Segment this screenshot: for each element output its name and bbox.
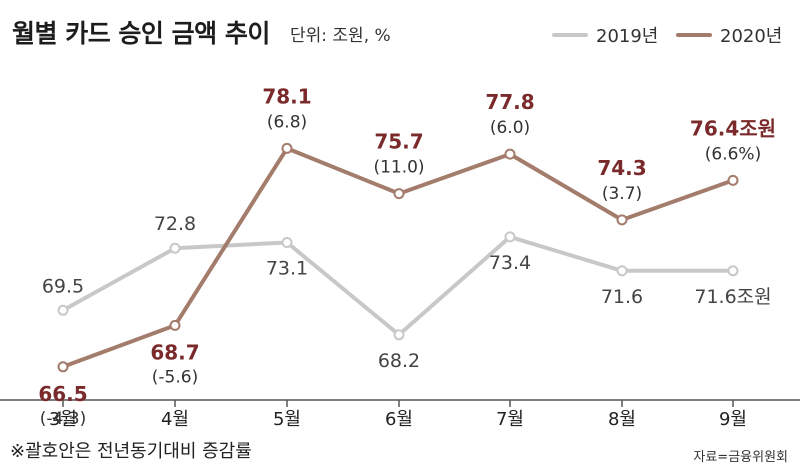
source-note: 자료=금융위원회 xyxy=(693,450,788,465)
point-2019-3월 xyxy=(57,304,69,316)
legend-swatch-2020 xyxy=(676,33,712,37)
data-label-2019: 71.6 xyxy=(601,286,643,308)
growth-label-2020: (3.7) xyxy=(602,184,642,204)
growth-label-2020: (6.8) xyxy=(267,112,307,132)
growth-label-2020: (6.0) xyxy=(490,118,530,138)
point-2019-8월 xyxy=(616,265,628,277)
point-2020-8월 xyxy=(616,214,628,226)
point-2019-6월 xyxy=(393,329,405,341)
legend-swatch-2019 xyxy=(552,33,588,37)
x-tick-label: 8월 xyxy=(608,409,636,430)
legend-item-2019: 2019년 xyxy=(552,22,658,48)
x-tick-label: 7월 xyxy=(496,409,524,430)
unit-label: 단위: 조원, % xyxy=(290,26,391,46)
point-2020-9월 xyxy=(727,174,739,186)
point-2019-5월 xyxy=(281,237,293,248)
point-2019-9월 xyxy=(727,265,739,277)
point-2020-7월 xyxy=(504,148,516,160)
growth-label-2020: (11.0) xyxy=(373,158,424,178)
legend-item-2020: 2020년 xyxy=(676,22,782,48)
x-tick-label: 6월 xyxy=(385,409,413,430)
legend-label-2020: 2020년 xyxy=(720,26,783,47)
growth-label-2020: (-4.3) xyxy=(40,409,86,429)
x-tick-label: 9월 xyxy=(719,409,747,430)
growth-label-2020: (-5.6) xyxy=(152,367,198,387)
x-tick-label: 5월 xyxy=(273,409,301,430)
data-label-2020: 75.7 xyxy=(374,130,423,154)
data-label-2020: 66.5 xyxy=(38,382,87,406)
footnote: ※괄호안은 전년동기대비 증감률 xyxy=(10,441,252,462)
legend-label-2019: 2019년 xyxy=(596,26,659,47)
point-2019-4월 xyxy=(169,242,181,254)
data-label-2020: 77.8 xyxy=(485,90,534,114)
data-label-2019: 72.8 xyxy=(154,213,196,235)
point-2020-6월 xyxy=(393,188,405,200)
growth-label-2020: (6.6%) xyxy=(705,144,761,164)
point-2020-3월 xyxy=(57,361,69,373)
point-2019-7월 xyxy=(504,231,516,243)
x-tick-label: 4월 xyxy=(161,409,189,430)
point-2020-4월 xyxy=(169,319,181,331)
data-label-2019: 68.2 xyxy=(378,350,420,372)
data-label-2020: 68.7 xyxy=(150,340,199,364)
data-label-2019: 71.6조원 xyxy=(694,286,771,308)
point-2020-5월 xyxy=(281,142,293,154)
data-label-2020: 74.3 xyxy=(597,156,646,180)
chart-title: 월별 카드 승인 금액 추이 xyxy=(12,19,270,48)
x-tick-label: 3월 xyxy=(49,409,77,430)
data-label-2019: 73.4 xyxy=(489,252,531,274)
data-label-2020: 78.1 xyxy=(262,84,311,108)
data-label-2019: 69.5 xyxy=(42,275,84,297)
data-label-2019: 73.1 xyxy=(266,258,308,280)
data-label-2020: 76.4조원 xyxy=(690,116,776,140)
